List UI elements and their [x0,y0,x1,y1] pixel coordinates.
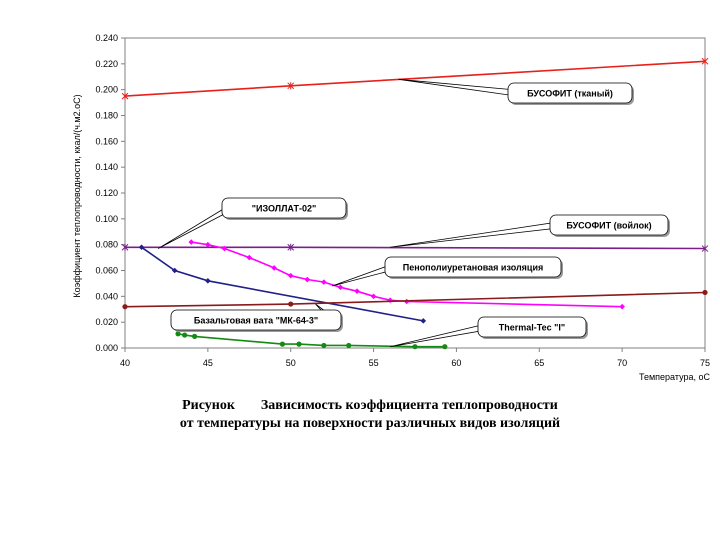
figure-caption-line-2: от температуры на поверхности различных … [150,416,590,432]
data-point [420,318,427,324]
series-2 [138,244,427,324]
data-point [321,279,327,285]
series-1 [121,243,709,253]
callout-label: Базальтовая вата "МК-64-3" [194,316,318,326]
x-tick-label: 65 [534,358,544,368]
x-tick-label: 60 [451,358,461,368]
x-tick-label: 45 [203,358,213,368]
y-tick-label: 0.160 [95,136,118,146]
x-tick-label: 75 [700,358,710,368]
y-tick-label: 0.060 [95,266,118,276]
data-point [122,304,128,310]
callout-box [549,214,669,236]
data-point [701,245,709,253]
x-axis: 40 45 50 55 60 65 70 75 [120,348,710,368]
y-tick-label: 0.040 [95,291,118,301]
figure-label: Рисунок [182,398,235,413]
data-point [701,57,709,65]
data-point [138,244,145,251]
y-axis-title: Коэффициент теплопроводности, ккал/(ч.м2… [72,94,82,297]
series-line [141,246,424,322]
y-tick-label: 0.020 [95,317,118,327]
y-tick-label: 0.200 [95,85,118,95]
callout: "ИЗОЛЛАТ-02" [157,197,348,249]
data-point [412,344,418,350]
data-point [271,265,277,271]
callout-box [221,197,347,219]
callout: БУСОФИТ (тканый) [398,78,634,105]
y-tick-label: 0.100 [95,214,118,224]
x-axis-title: Температура, оС [639,372,711,382]
callout-label: БУСОФИТ (тканый) [527,89,613,99]
data-point [287,243,295,251]
data-point [442,344,448,350]
data-point [246,254,253,261]
data-point [121,92,129,100]
series-4 [122,289,708,310]
callout-label: БУСОФИТ (войлок) [566,221,651,231]
data-point [354,288,360,294]
figure-title-line-1: Зависимость коэффициента теплопроводност… [260,398,558,413]
callout-layer: БУСОФИТ (тканый) "ИЗОЛЛАТ-02" БУСОФИТ (вой… [157,78,670,348]
callout-label: Thermal-Tec "I" [499,323,565,333]
data-point [175,331,181,337]
callout: БУСОФИТ (войлок) [390,214,670,248]
data-point [121,243,129,251]
data-point [702,289,708,296]
data-point [619,303,625,310]
data-point [192,333,198,339]
series-3 [188,239,625,310]
data-point [337,284,344,291]
data-point [182,332,188,338]
y-tick-label: 0.120 [95,188,118,198]
y-tick-label: 0.140 [95,162,118,172]
y-tick-label: 0.000 [95,343,118,353]
data-point [296,341,302,347]
callout: Thermal-Tec "I" [390,316,588,348]
figure-caption-line-1: Рисунок Зависимость коэффициента теплопро… [150,398,590,414]
data-point [287,272,294,279]
y-tick-label: 0.240 [95,33,118,43]
callout-box [507,82,633,104]
x-tick-label: 70 [617,358,627,368]
callout-box [170,309,342,331]
data-point [288,301,294,307]
callout-box [477,316,587,338]
data-point [205,278,211,284]
data-point [205,241,211,248]
data-point [171,267,178,274]
data-point [304,276,311,283]
callout-label: Пенополиуретановая изоляция [403,263,544,273]
callout-label: "ИЗОЛЛАТ-02" [252,204,317,214]
data-point [279,341,286,347]
y-tick-label: 0.080 [95,240,118,250]
series-line [191,241,623,308]
data-point [321,342,327,349]
data-point [188,239,195,245]
data-point [221,245,228,252]
data-point [370,293,377,300]
x-tick-label: 55 [369,358,379,368]
figure-title-line-2: от температуры на поверхности различных … [179,416,561,431]
data-point [346,342,352,349]
callout: Пенополиуретановая изоляция [332,256,563,287]
series-0 [121,57,709,100]
callout-box [384,256,562,278]
x-tick-label: 40 [120,358,130,368]
y-tick-label: 0.220 [95,59,118,69]
data-point [287,82,295,90]
callout: Базальтовая вата "МК-64-3" [170,303,343,332]
x-tick-label: 50 [286,358,296,368]
y-tick-label: 0.180 [95,111,118,121]
y-axis: 0.000 0.020 0.040 0.060 0.080 0.100 0.120 0.140… [95,33,125,353]
